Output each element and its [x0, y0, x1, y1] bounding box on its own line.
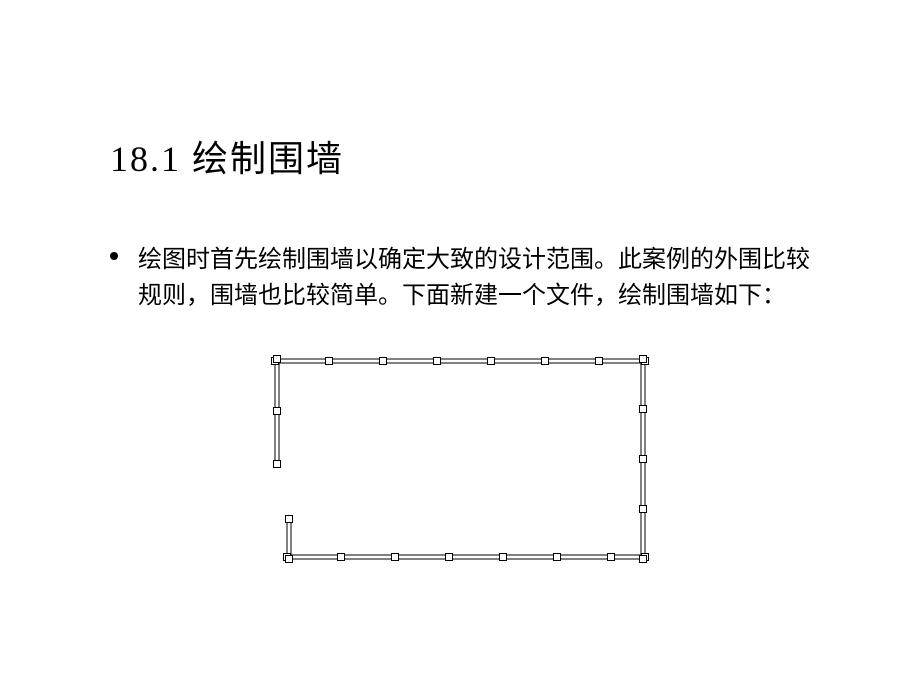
slide-container: 18.1 绘制围墙 绘图时首先绘制围墙以确定大致的设计范围。此案例的外围比较规则… [0, 0, 920, 690]
section-title: 18.1 绘制围墙 [110, 130, 810, 182]
body-paragraph: 绘图时首先绘制围墙以确定大致的设计范围。此案例的外围比较规则，围墙也比较简单。下… [110, 242, 810, 314]
bullet-icon [110, 252, 118, 260]
body-text-content: 绘图时首先绘制围墙以确定大致的设计范围。此案例的外围比较规则，围墙也比较简单。下… [138, 247, 810, 309]
diagram-container [110, 349, 810, 569]
wall-diagram [265, 349, 655, 569]
